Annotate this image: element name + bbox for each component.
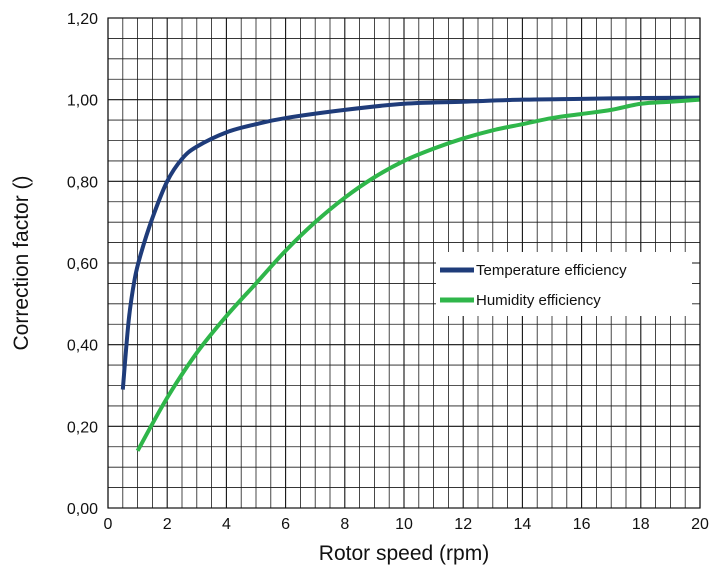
x-tick-label: 10: [395, 516, 413, 533]
x-tick-label: 18: [632, 516, 650, 533]
x-tick-label: 0: [104, 516, 113, 533]
legend-label-temperature: Temperature efficiency: [476, 262, 627, 279]
y-tick-label: 1,20: [67, 11, 98, 28]
legend: Temperature efficiency Humidity efficien…: [436, 252, 692, 316]
x-axis-title: Rotor speed (rpm): [319, 542, 489, 565]
y-tick-label: 0,60: [67, 256, 98, 273]
series-layer: [120, 95, 701, 452]
y-tick-label: 0,40: [67, 338, 98, 355]
y-tick-label: 0,20: [67, 419, 98, 436]
y-tick-label: 0,80: [67, 174, 98, 191]
humidity-efficiency-line: [135, 97, 701, 452]
x-tick-label: 20: [691, 516, 709, 533]
y-tick-label: 1,00: [67, 93, 98, 110]
x-tick-label: 4: [222, 516, 231, 533]
y-axis-title: Correction factor (): [10, 175, 33, 350]
x-tick-label: 8: [340, 516, 349, 533]
grid: [107, 17, 701, 509]
tick-labels: 0 2 4 6 8 10 12 14 16 18 20 0,00 0,20 0,40 0,60 0,80 1,0…: [67, 11, 709, 533]
y-tick-label: 0,00: [67, 501, 98, 518]
x-tick-label: 2: [163, 516, 172, 533]
temperature-efficiency-line: [120, 95, 701, 390]
x-tick-label: 6: [281, 516, 290, 533]
x-tick-label: 12: [454, 516, 472, 533]
plot-frame: [107, 17, 701, 509]
x-tick-label: 16: [573, 516, 591, 533]
legend-background: [436, 252, 692, 316]
x-tick-label: 14: [514, 516, 532, 533]
legend-label-humidity: Humidity efficiency: [476, 292, 601, 309]
